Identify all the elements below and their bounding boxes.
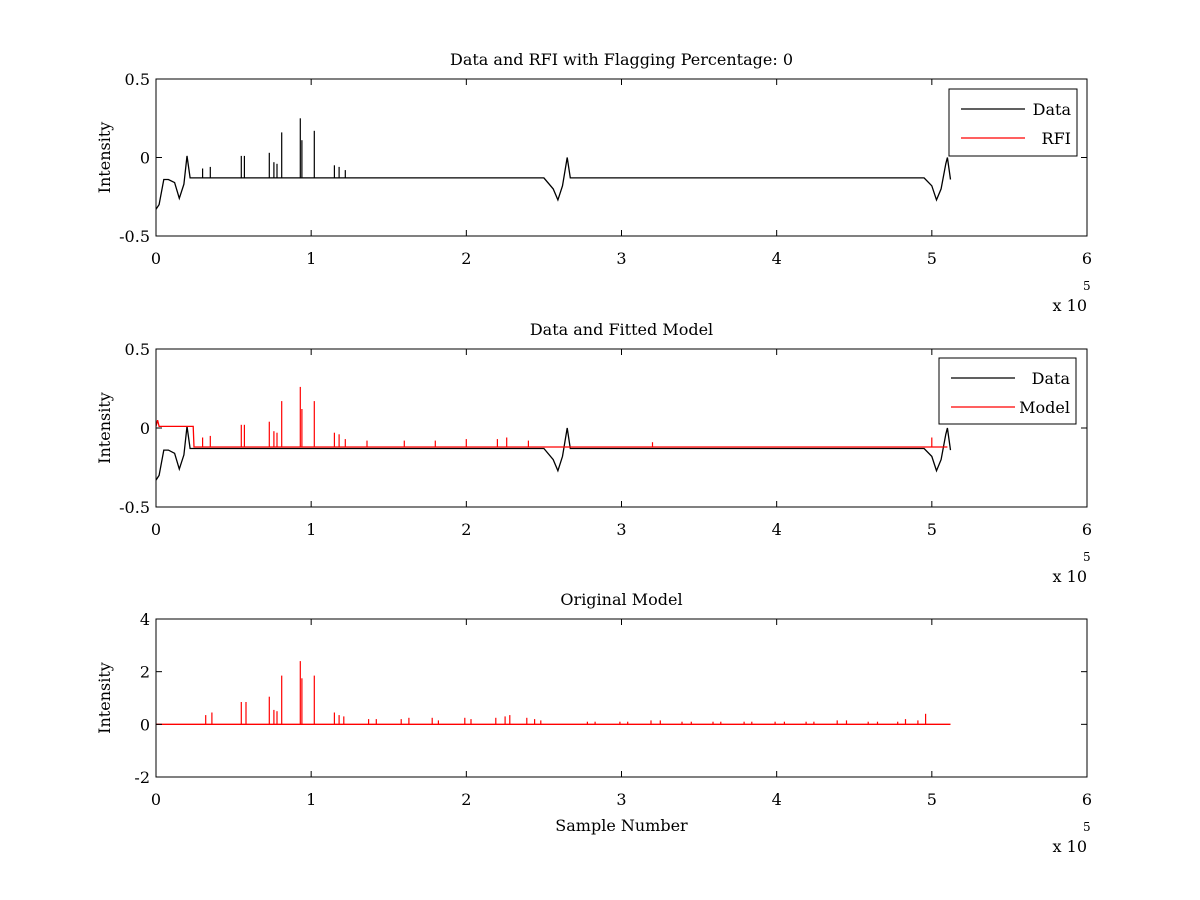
x-tick-label: 2 <box>461 790 471 809</box>
plot-data-area <box>156 386 952 481</box>
x-tick-label: 5 <box>927 520 937 539</box>
x-axis-multiplier-exponent: 5 <box>1083 550 1091 564</box>
x-tick-label: 4 <box>772 790 782 809</box>
x-tick-label: 6 <box>1082 249 1092 268</box>
chart-title: Original Model <box>560 590 682 609</box>
x-tick-label: 1 <box>306 520 316 539</box>
series-line-model <box>156 419 948 448</box>
x-tick-label: 6 <box>1082 790 1092 809</box>
x-tick-label: 1 <box>306 249 316 268</box>
chart-title: Data and Fitted Model <box>530 320 713 339</box>
y-tick-label: 2 <box>140 663 150 682</box>
legend-label-data: Data <box>1033 100 1072 119</box>
x-tick-label: 5 <box>927 790 937 809</box>
y-tick-label: -2 <box>134 768 150 787</box>
x-tick-label: 4 <box>772 520 782 539</box>
chart-title: Data and RFI with Flagging Percentage: 0 <box>450 50 793 69</box>
y-tick-label: 0 <box>140 715 150 734</box>
plot-data-area <box>156 661 951 725</box>
y-tick-label: 0.5 <box>125 340 150 359</box>
x-axis-label: Sample Number <box>555 816 688 835</box>
y-tick-label: -0.5 <box>119 498 150 517</box>
legend-box <box>938 357 1077 425</box>
x-tick-label: 3 <box>616 520 626 539</box>
y-tick-label: -0.5 <box>119 227 150 246</box>
y-tick-label: 0 <box>140 149 150 168</box>
legend-label-model: Model <box>1019 398 1070 417</box>
y-tick-label: 4 <box>140 610 150 629</box>
y-axis-label: Intensity <box>95 662 114 734</box>
x-axis-multiplier-exponent: 5 <box>1083 820 1091 834</box>
x-tick-label: 0 <box>151 249 161 268</box>
plot-data-area <box>156 118 952 210</box>
x-tick-label: 4 <box>772 249 782 268</box>
y-tick-label: 0.5 <box>125 70 150 89</box>
x-tick-label: 3 <box>616 790 626 809</box>
x-tick-label: 5 <box>927 249 937 268</box>
legend-label-data: Data <box>1032 369 1071 388</box>
y-axis-label: Intensity <box>95 122 114 194</box>
legend: Data Model <box>938 357 1077 425</box>
x-tick-label: 0 <box>151 520 161 539</box>
x-tick-label: 2 <box>461 520 471 539</box>
x-tick-label: 1 <box>306 790 316 809</box>
x-tick-label: 6 <box>1082 520 1092 539</box>
y-tick-label: 0 <box>140 419 150 438</box>
legend-box <box>948 88 1078 157</box>
legend-label-rfi: RFI <box>1042 129 1071 148</box>
x-axis-multiplier: x 10 <box>1053 296 1087 315</box>
y-axis-label: Intensity <box>95 392 114 464</box>
series-line-data <box>156 426 952 481</box>
x-axis-multiplier: x 10 <box>1053 567 1087 586</box>
x-tick-label: 2 <box>461 249 471 268</box>
x-tick-label: 0 <box>151 790 161 809</box>
x-axis-multiplier-exponent: 5 <box>1083 279 1091 293</box>
series-line-data <box>156 155 952 210</box>
x-tick-label: 3 <box>616 249 626 268</box>
x-axis-multiplier: x 10 <box>1053 837 1087 856</box>
legend: Data RFI <box>948 88 1078 157</box>
